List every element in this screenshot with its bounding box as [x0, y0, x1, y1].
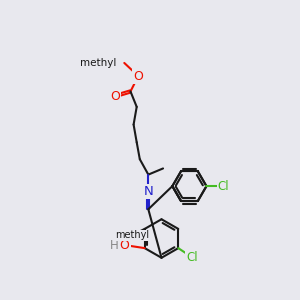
Text: methyl: methyl	[115, 230, 149, 240]
Text: O: O	[133, 70, 143, 83]
Text: Cl: Cl	[218, 180, 229, 193]
Text: O: O	[110, 90, 120, 103]
Text: Cl: Cl	[186, 251, 198, 264]
Text: methyl: methyl	[80, 58, 116, 68]
Text: O: O	[120, 238, 130, 252]
Text: H: H	[110, 238, 119, 252]
Text: N: N	[143, 185, 153, 198]
